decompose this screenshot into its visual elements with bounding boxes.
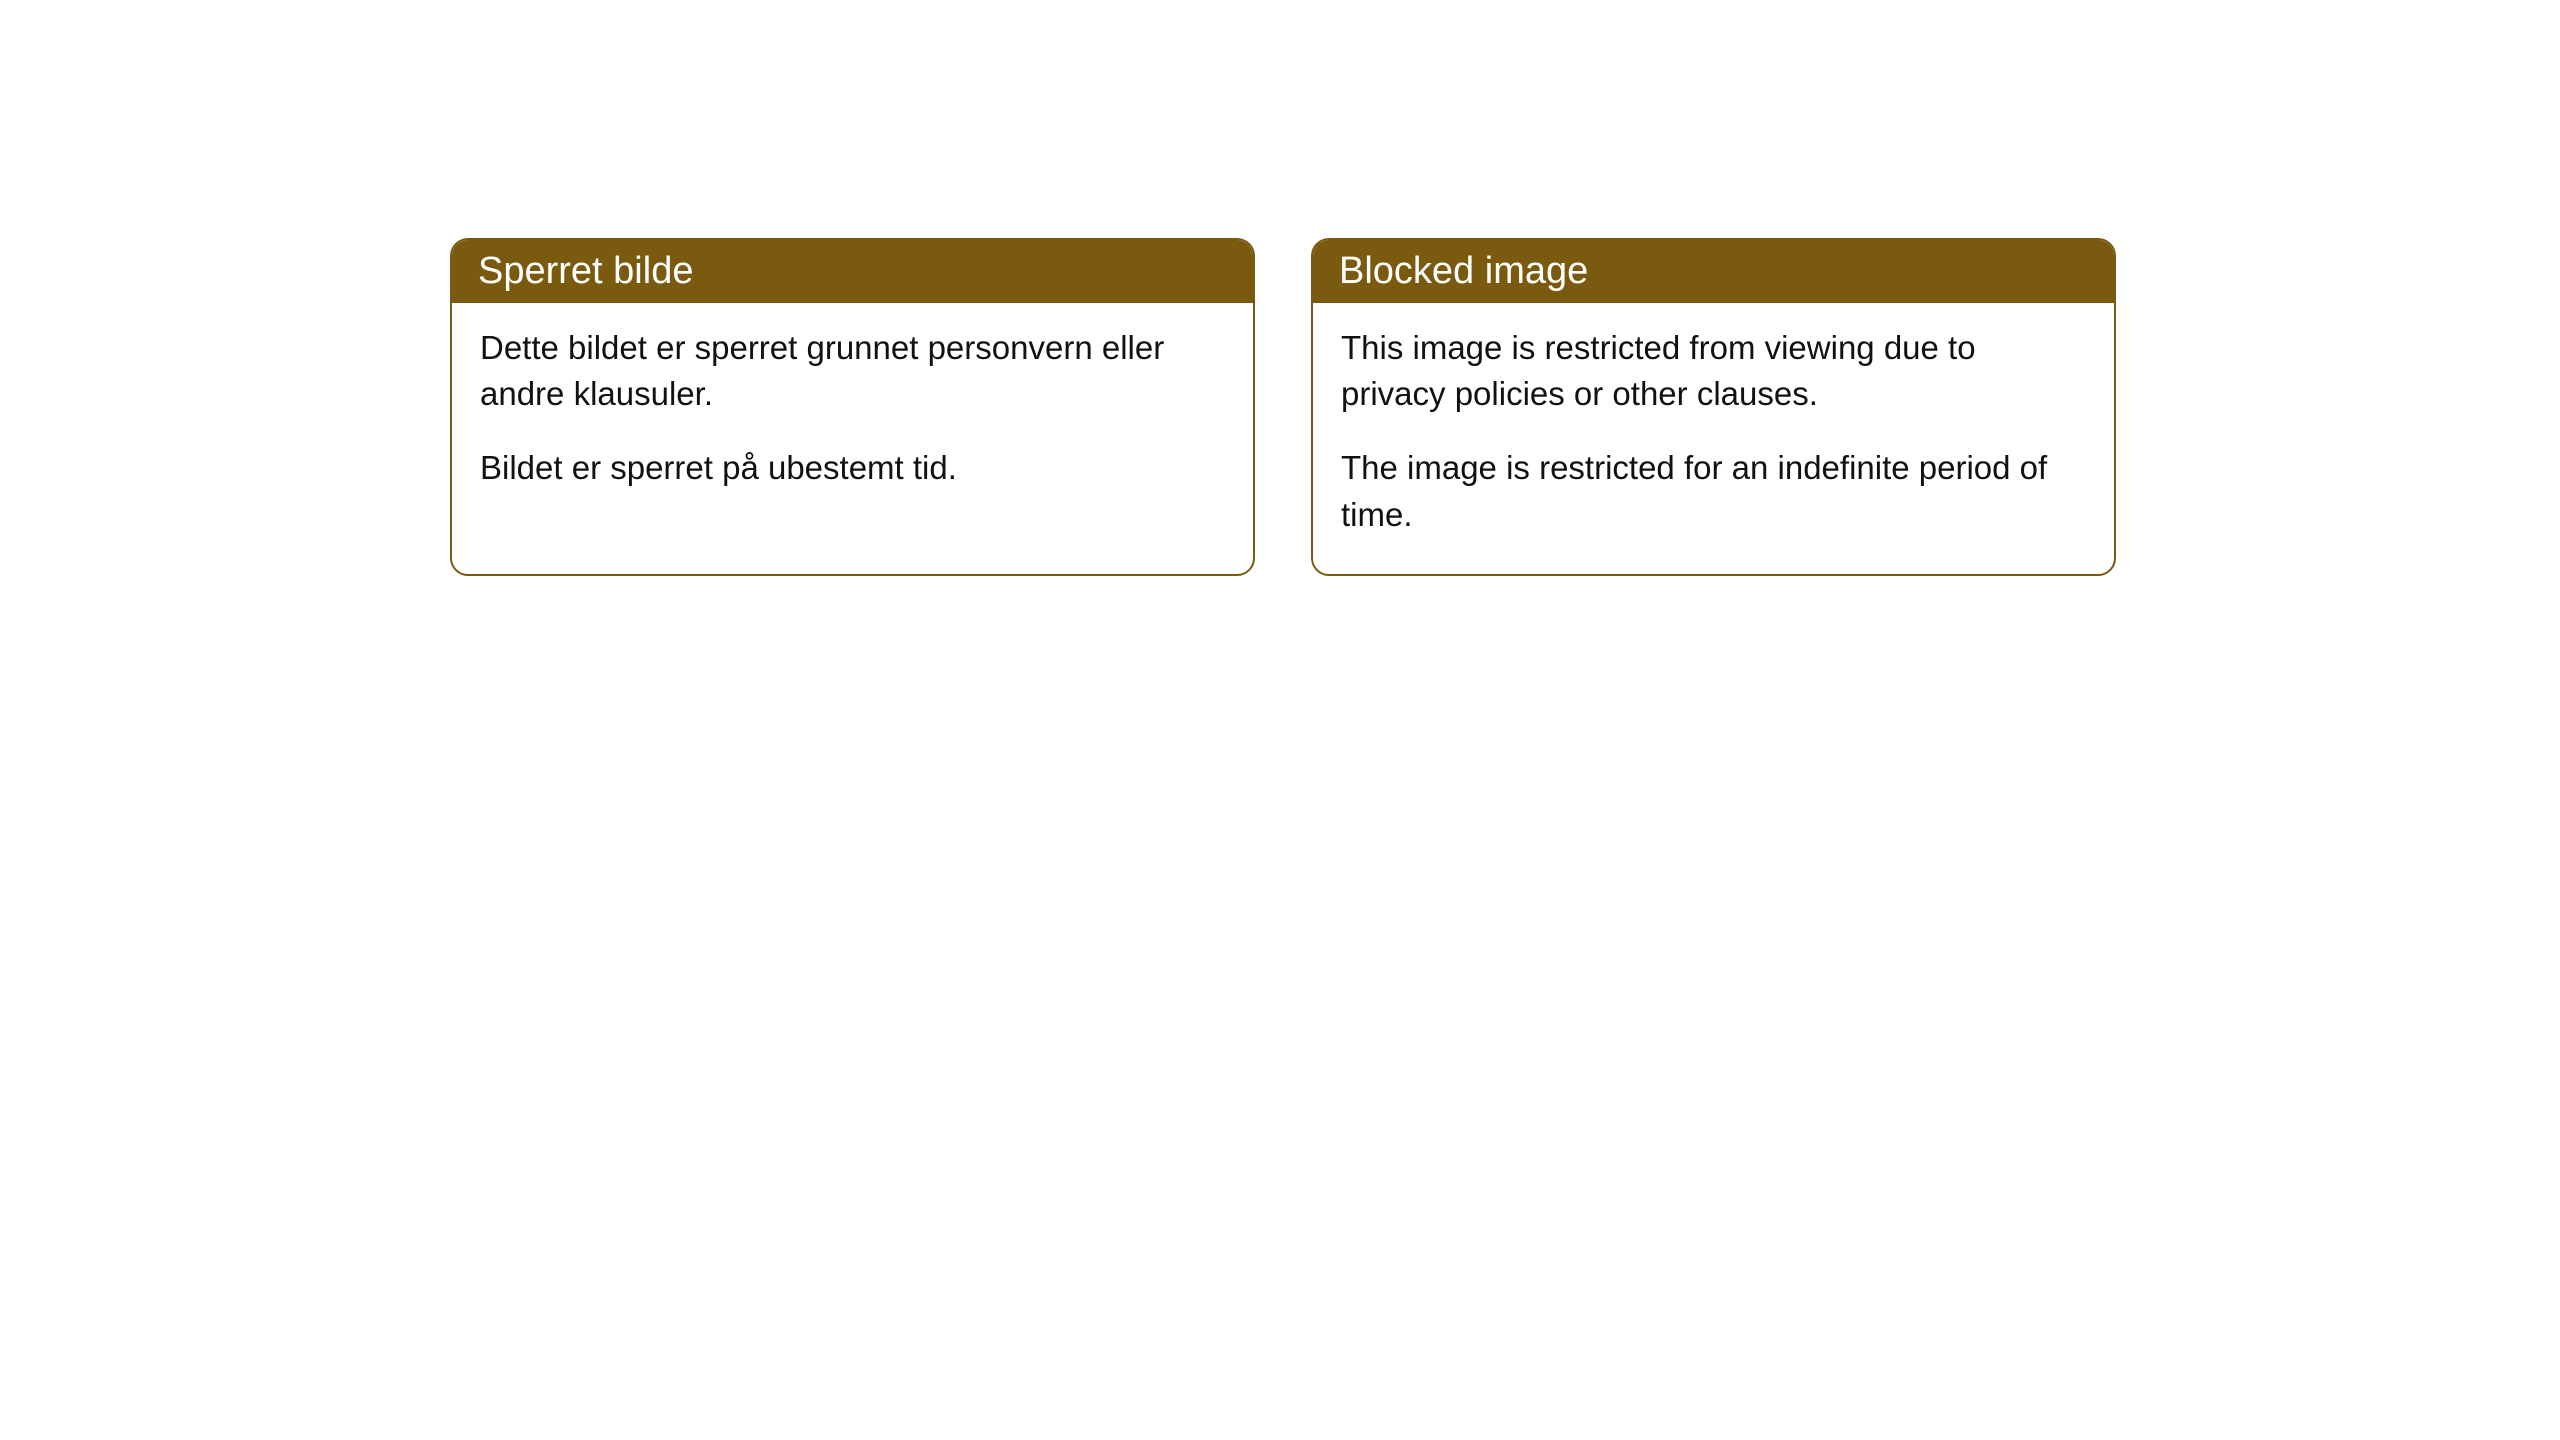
notice-card-norwegian: Sperret bilde Dette bildet er sperret gr…: [450, 238, 1255, 576]
card-paragraph: This image is restricted from viewing du…: [1341, 325, 2086, 417]
card-body-english: This image is restricted from viewing du…: [1313, 303, 2114, 574]
card-header-norwegian: Sperret bilde: [452, 240, 1253, 303]
card-body-norwegian: Dette bildet er sperret grunnet personve…: [452, 303, 1253, 528]
notice-card-english: Blocked image This image is restricted f…: [1311, 238, 2116, 576]
card-title: Blocked image: [1339, 250, 1588, 292]
notice-cards-container: Sperret bilde Dette bildet er sperret gr…: [450, 238, 2116, 576]
card-title: Sperret bilde: [478, 250, 693, 292]
card-paragraph: Bildet er sperret på ubestemt tid.: [480, 445, 1225, 491]
card-header-english: Blocked image: [1313, 240, 2114, 303]
card-paragraph: The image is restricted for an indefinit…: [1341, 445, 2086, 537]
card-paragraph: Dette bildet er sperret grunnet personve…: [480, 325, 1225, 417]
